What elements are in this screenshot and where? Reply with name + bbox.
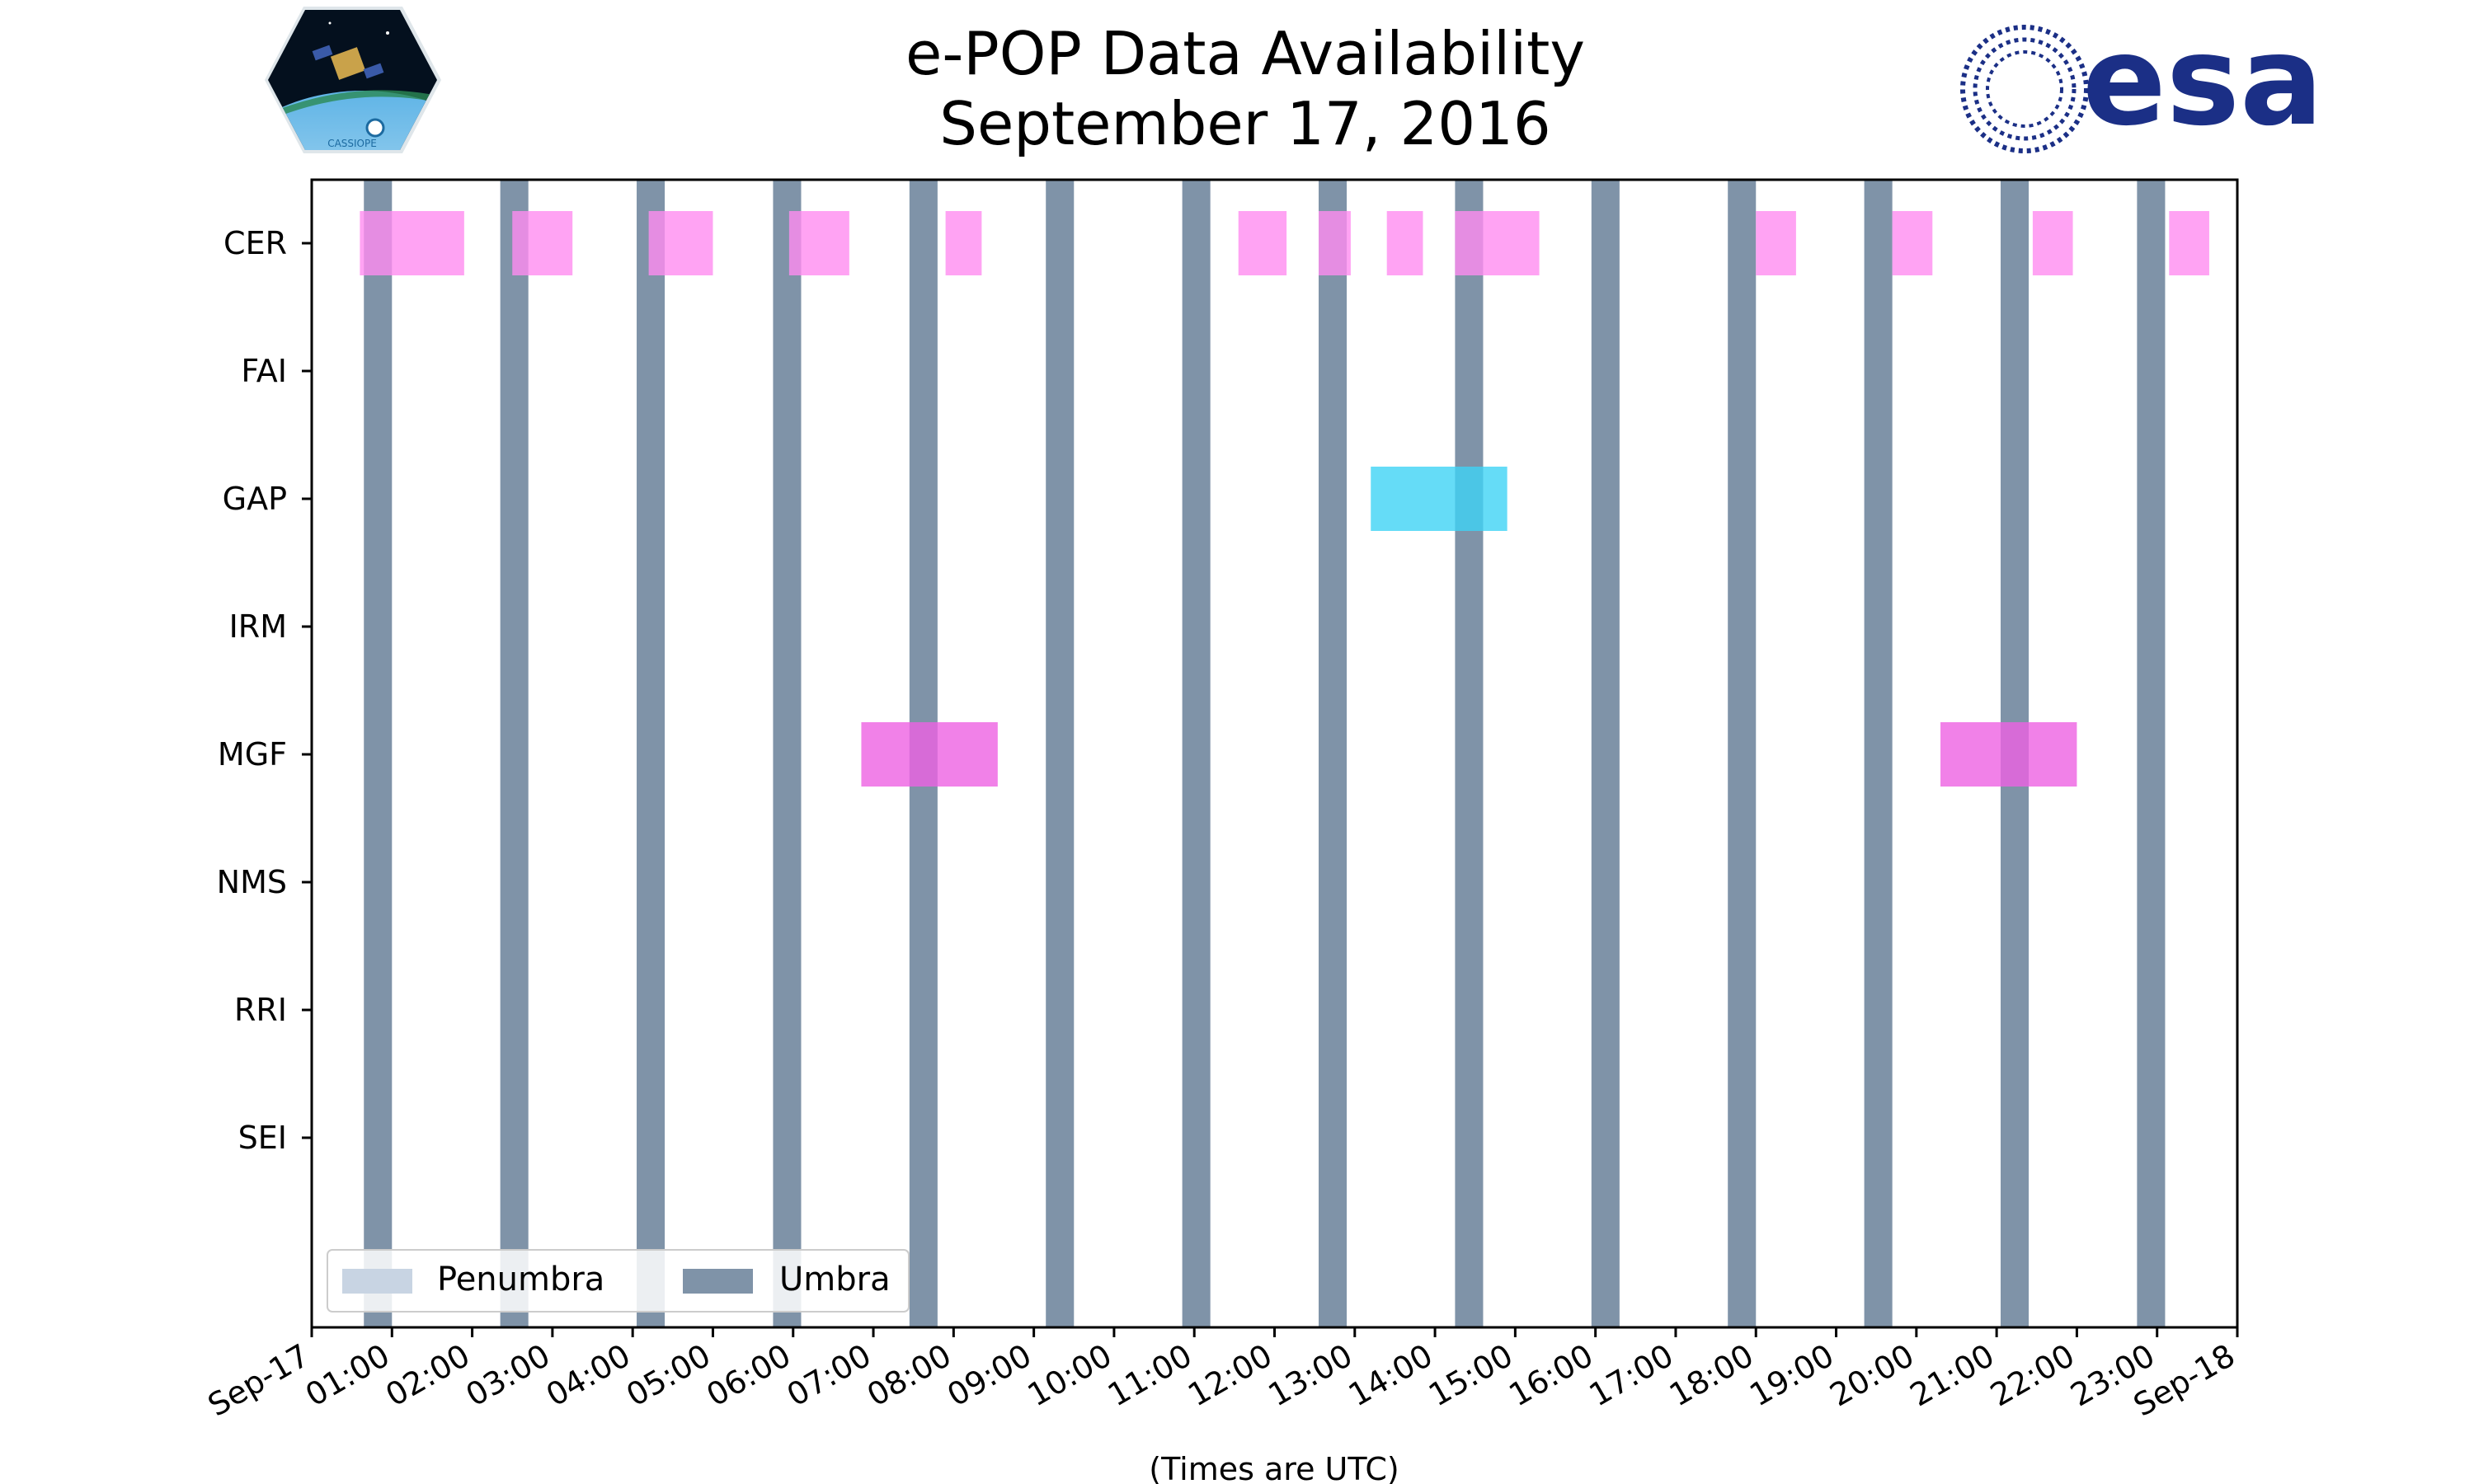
umbra-band-5 [1046,180,1075,1327]
x-tick-label-4: 04:00 [540,1337,637,1414]
y-tick-label-nms: NMS [217,864,287,900]
bar-cer-1 [512,211,573,275]
legend: Penumbra Umbra [327,1249,910,1313]
y-tick-label-fai: FAI [241,353,287,389]
x-tick-label-11: 11:00 [1102,1337,1198,1414]
y-tick-label-sei: SEI [238,1120,287,1156]
x-tick-label-18: 18:00 [1663,1337,1760,1414]
umbra-band-7 [1319,180,1348,1327]
bar-cer-12 [2169,211,2209,275]
legend-box [327,1249,910,1313]
x-tick-label-17: 17:00 [1583,1337,1680,1414]
y-tick-label-rri: RRI [234,992,287,1028]
x-tick-label-22: 22:00 [1984,1337,2081,1414]
umbra-band-0 [364,180,393,1327]
x-tick-label-21: 21:00 [1904,1337,2001,1414]
y-tick-label-gap: GAP [223,481,287,517]
y-tick-label-mgf: MGF [218,736,287,773]
x-tick-label-19: 19:00 [1743,1337,1840,1414]
bar-cer-8 [1455,211,1540,275]
x-axis: Sep-1701:0002:0003:0004:0005:0006:0007:0… [202,1327,2241,1424]
bar-gap-0 [1371,467,1507,531]
bar-cer-10 [1892,211,1933,275]
umbra-band-9 [1591,180,1620,1327]
y-axis: CER FAI GAP IRM MGF NMS RRI SEI [217,225,312,1156]
x-tick-label-3: 03:00 [460,1337,557,1414]
esa-logo: esa [1960,10,2323,153]
x-axis-label: (Times are UTC) [1149,1451,1399,1484]
legend-umbra-label: Umbra [779,1261,891,1298]
x-tick-label-8: 08:00 [861,1337,957,1414]
bar-cer-7 [1386,211,1423,275]
x-tick-label-7: 07:00 [781,1337,877,1414]
bar-cer-6 [1319,211,1351,275]
bar-cer-3 [788,211,849,275]
x-tick-label-16: 16:00 [1503,1337,1599,1414]
x-tick-label-15: 15:00 [1423,1337,1519,1414]
x-tick-label-20: 20:00 [1823,1337,1920,1414]
bar-mgf-1 [1940,722,2077,787]
x-tick-label-9: 09:00 [941,1337,1037,1414]
x-tick-label-14: 14:00 [1343,1337,1439,1414]
umbra-band-10 [1728,180,1757,1327]
umbra-band-8 [1455,180,1484,1327]
plot-background [312,180,2237,1327]
umbra-band-1 [500,180,529,1327]
bar-cer-5 [1238,211,1287,275]
x-tick-label-5: 05:00 [620,1337,717,1414]
x-tick-label-10: 10:00 [1022,1337,1118,1414]
legend-umbra-swatch [683,1269,753,1294]
bar-cer-4 [945,211,982,275]
umbra-band-13 [2137,180,2166,1327]
x-tick-label-12: 12:00 [1182,1337,1278,1414]
umbra-layer [364,180,2166,1327]
availability-bars [360,211,2209,787]
x-tick-label-0: Sep-17 [202,1337,316,1424]
umbra-band-2 [637,180,666,1327]
bar-cer-9 [1756,211,1796,275]
bar-mgf-0 [861,722,998,787]
umbra-band-6 [1182,180,1211,1327]
chart-title: e-POP Data Availability [905,19,1585,88]
legend-penumbra-label: Penumbra [437,1261,604,1298]
plot-area: CER FAI GAP IRM MGF NMS RRI SEI Sep-1701:0002:0… [202,178,2241,1424]
legend-penumbra-swatch [342,1269,412,1294]
y-tick-label-cer: CER [223,225,287,261]
x-tick-label-6: 06:00 [700,1337,797,1414]
umbra-band-3 [773,180,802,1327]
bar-cer-2 [648,211,713,275]
bar-cer-0 [360,211,464,275]
x-tick-label-2: 02:00 [379,1337,476,1414]
esa-logo-text: esa [2082,10,2323,153]
y-tick-label-irm: IRM [229,608,287,645]
bar-cer-11 [2032,211,2073,275]
umbra-band-11 [1864,180,1893,1327]
x-tick-label-1: 01:00 [299,1337,396,1414]
chart-subtitle: September 17, 2016 [939,89,1550,158]
cassiope-logo-text: CASSIOPE [327,138,377,149]
x-tick-label-13: 13:00 [1262,1337,1358,1414]
